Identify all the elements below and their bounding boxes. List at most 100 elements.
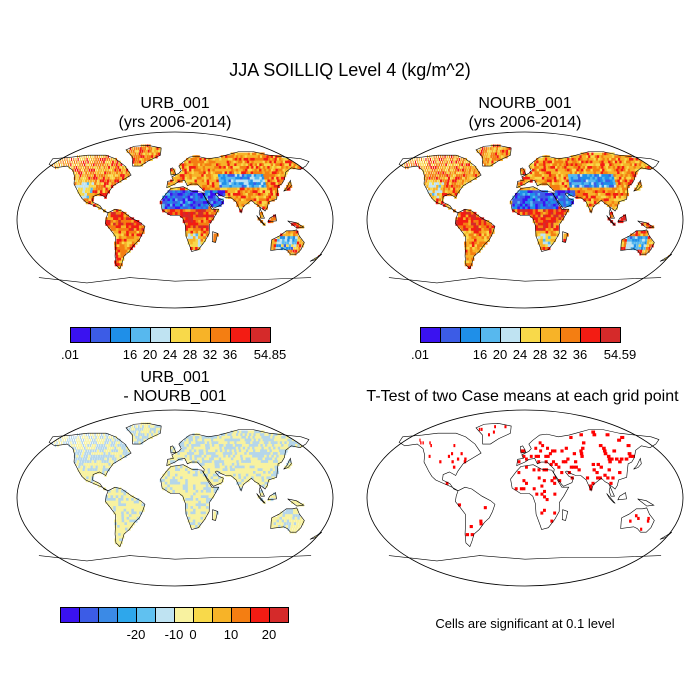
grid-cell xyxy=(263,452,267,456)
grid-cell xyxy=(264,203,268,207)
grid-cell xyxy=(260,190,264,194)
grid-cell xyxy=(218,454,222,458)
grid-cell xyxy=(87,155,90,159)
grid-cell xyxy=(550,206,554,210)
grid-cell xyxy=(198,484,202,488)
grid-cell xyxy=(295,246,298,251)
grid-cell xyxy=(111,182,114,186)
grid-cell xyxy=(567,160,571,164)
panel-title-urb-line1: URB_001 xyxy=(140,95,210,112)
grid-cell xyxy=(94,438,96,442)
grid-cell xyxy=(295,514,298,518)
grid-cell xyxy=(187,211,191,215)
grid-cell xyxy=(542,203,546,207)
grid-cell xyxy=(131,503,135,507)
grid-cell xyxy=(113,492,117,496)
grid-cell xyxy=(101,435,104,440)
grid-cell xyxy=(427,163,429,167)
grid-cell xyxy=(596,160,601,164)
grid-cell xyxy=(285,444,290,448)
grid-cell xyxy=(92,163,95,167)
grid-cell xyxy=(164,473,168,477)
grid-cell xyxy=(273,471,277,475)
grid-cell xyxy=(463,230,467,234)
grid-cell xyxy=(531,163,535,167)
grid-cell xyxy=(203,454,208,458)
grid-cell xyxy=(169,203,173,207)
grid-cell xyxy=(94,166,96,170)
grid-cell xyxy=(81,452,84,456)
grid-cell xyxy=(226,457,230,461)
grid-cell xyxy=(247,430,252,434)
grid-cell xyxy=(267,468,271,472)
grid-cell xyxy=(232,187,236,191)
grid-cell xyxy=(200,441,204,445)
grid-cell xyxy=(102,179,105,183)
grid-cell xyxy=(588,203,593,207)
grid-cell xyxy=(222,465,226,469)
grid-cell xyxy=(584,163,588,167)
grid-cell xyxy=(431,182,435,186)
grid-cell xyxy=(118,211,122,215)
grid-cell xyxy=(432,157,434,162)
grid-cell xyxy=(105,433,107,437)
grid-cell xyxy=(197,163,201,167)
grid-cell xyxy=(469,246,473,251)
grid-cell xyxy=(270,468,274,472)
grid-cell xyxy=(561,163,565,167)
grid-cell xyxy=(105,220,109,224)
grid-cell xyxy=(230,190,234,194)
grid-cell xyxy=(266,446,270,450)
grid-cell xyxy=(213,489,217,493)
grid-cell xyxy=(478,236,483,240)
grid-cell xyxy=(401,160,403,164)
grid-cell xyxy=(107,446,110,450)
grid-cell xyxy=(137,425,140,429)
grid-cell xyxy=(619,187,623,191)
grid-cell xyxy=(105,495,109,499)
grid-cell xyxy=(550,171,555,175)
grid-cell xyxy=(143,427,146,431)
grid-cell xyxy=(439,190,443,194)
grid-cell xyxy=(190,225,194,229)
grid-cell xyxy=(419,160,421,164)
grid-cell xyxy=(457,222,461,226)
grid-cell xyxy=(268,473,272,477)
grid-cell xyxy=(118,441,120,445)
grid-cell xyxy=(121,257,125,261)
grid-cell xyxy=(246,198,250,202)
grid-cell xyxy=(100,454,103,458)
grid-cell xyxy=(273,160,278,164)
grid-cell xyxy=(571,184,576,189)
grid-cell xyxy=(438,201,442,205)
grid-cell xyxy=(585,198,590,202)
grid-cell xyxy=(547,160,551,164)
grid-cell xyxy=(212,168,216,172)
grid-cell xyxy=(72,163,74,167)
grid-cell xyxy=(473,214,477,218)
grid-cell xyxy=(90,168,93,172)
grid-cell xyxy=(195,201,199,205)
grid-cell xyxy=(170,171,174,175)
grid-cell xyxy=(235,468,239,472)
grid-cell xyxy=(257,465,261,469)
grid-cell xyxy=(187,492,191,496)
grid-cell xyxy=(71,444,73,448)
grid-cell xyxy=(535,225,539,229)
grid-cell xyxy=(489,160,492,164)
grid-cell xyxy=(124,452,128,456)
grid-cell xyxy=(534,179,538,183)
grid-cell xyxy=(232,452,236,456)
grid-cell xyxy=(133,230,137,234)
grid-cell xyxy=(256,479,260,483)
grid-cell xyxy=(606,176,611,180)
grid-cell xyxy=(182,492,186,496)
grid-cell xyxy=(179,441,183,445)
grid-cell xyxy=(170,168,174,172)
grid-cell xyxy=(125,217,129,221)
grid-cell xyxy=(465,228,469,232)
grid-cell xyxy=(64,160,67,164)
grid-cell xyxy=(260,174,265,178)
grid-cell xyxy=(195,220,199,224)
grid-cell xyxy=(189,182,193,186)
